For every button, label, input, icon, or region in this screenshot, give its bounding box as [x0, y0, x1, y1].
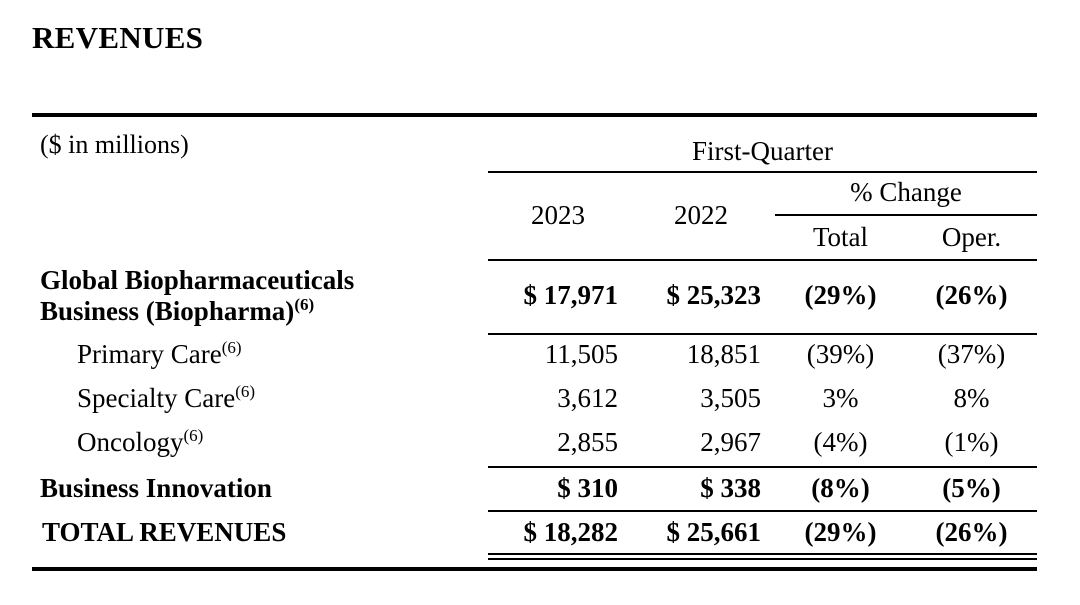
cell-biopharma-oper: (26%)	[935, 280, 1008, 310]
cell-innovation-oper: (5%)	[942, 473, 1001, 503]
total-header: Total	[812, 222, 869, 252]
oper-header: Oper.	[941, 222, 1002, 252]
page-title: REVENUES	[32, 20, 204, 55]
period-header-rule	[488, 171, 1037, 173]
year-2022-header: 2022	[674, 200, 728, 230]
cell-primary-2023: 11,505	[544, 339, 618, 369]
cell-specialty-2023: 3,612	[557, 383, 618, 413]
cell-innovation-2022: $ 338	[700, 473, 761, 503]
footnote-ref: (6)	[294, 295, 315, 314]
cell-total-total: (29%)	[804, 517, 877, 547]
row-label-biopharma-line2: Business (Biopharma)(6)	[40, 295, 314, 327]
table-top-rule	[32, 113, 1037, 117]
cell-oncology-2022: 2,967	[700, 427, 761, 457]
header-bottom-rule	[488, 259, 1037, 261]
row-label-primary-care: Primary Care(6)	[77, 339, 242, 370]
table-bottom-rule	[32, 567, 1037, 571]
cell-oncology-oper: (1%)	[944, 427, 999, 457]
cell-primary-total: (39%)	[806, 339, 875, 369]
row-label-biopharma-text: Business (Biopharma)	[40, 296, 295, 326]
footnote-ref: (6)	[235, 382, 256, 401]
units-label: ($ in millions)	[40, 130, 189, 159]
cell-specialty-2022: 3,505	[700, 383, 761, 413]
total-double-rule-bottom	[488, 558, 1037, 560]
row-rule	[488, 333, 1037, 335]
cell-biopharma-2022: $ 25,323	[666, 280, 762, 310]
row-rule	[488, 510, 1037, 512]
cell-specialty-total: 3%	[822, 383, 859, 413]
footnote-ref: (6)	[183, 426, 204, 445]
period-header: First-Quarter	[692, 136, 833, 166]
cell-biopharma-total: (29%)	[804, 280, 877, 310]
row-label-oncology: Oncology(6)	[77, 427, 203, 458]
row-label-text: Specialty Care	[77, 383, 236, 413]
cell-total-2023: $ 18,282	[523, 517, 619, 547]
cell-innovation-total: (8%)	[811, 473, 870, 503]
cell-total-oper: (26%)	[935, 517, 1008, 547]
cell-primary-2022: 18,851	[686, 339, 761, 369]
cell-biopharma-2023: $ 17,971	[523, 280, 619, 310]
row-rule	[488, 466, 1037, 468]
year-2023-header: 2023	[531, 200, 585, 230]
row-label-text: Oncology	[77, 427, 184, 457]
pct-change-rule	[775, 214, 1037, 216]
row-label-biopharma-line1: Global Biopharmaceuticals	[40, 265, 355, 295]
row-label-text: Primary Care	[77, 339, 222, 369]
row-label-total-revenues: TOTAL REVENUES	[42, 517, 287, 547]
cell-innovation-2023: $ 310	[557, 473, 618, 503]
cell-specialty-oper: 8%	[953, 383, 990, 413]
row-label-specialty-care: Specialty Care(6)	[77, 383, 255, 414]
footnote-ref: (6)	[221, 338, 242, 357]
cell-primary-oper: (37%)	[937, 339, 1006, 369]
total-double-rule-top	[488, 553, 1037, 555]
cell-oncology-total: (4%)	[813, 427, 868, 457]
row-label-business-innovation: Business Innovation	[40, 473, 272, 503]
cell-oncology-2023: 2,855	[557, 427, 618, 457]
pct-change-header: % Change	[850, 177, 962, 207]
cell-total-2022: $ 25,661	[666, 517, 762, 547]
